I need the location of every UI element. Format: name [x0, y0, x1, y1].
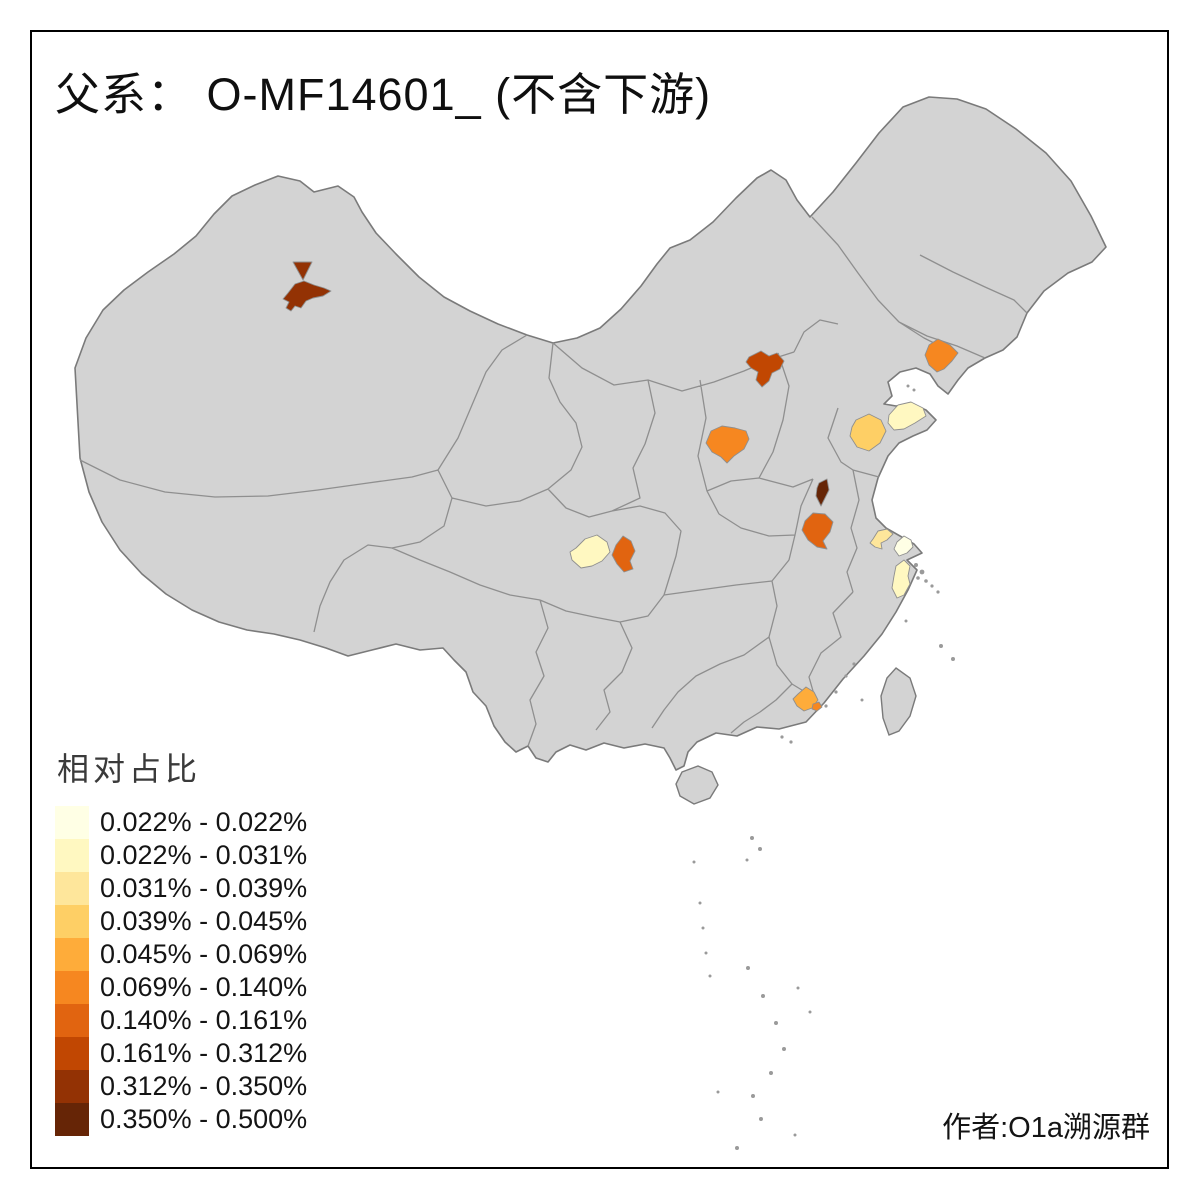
legend-swatch	[55, 971, 89, 1004]
legend-item: 0.022% - 0.031%	[55, 839, 307, 872]
map-region-central-anhui	[801, 512, 834, 550]
map-region-northern-shanxi	[745, 350, 785, 388]
legend-item: 0.140% - 0.161%	[55, 1004, 307, 1037]
province-borders	[79, 216, 1028, 747]
page-title: 父系： O-MF14601_ (不含下游)	[55, 69, 712, 120]
attribution-text: 作者:O1a溯源群	[942, 1112, 1150, 1144]
map-region-northeastern-sichuan	[611, 535, 636, 573]
map-region-southern-shanxi	[705, 425, 750, 464]
legend-swatch	[55, 1070, 89, 1103]
legend-swatch	[55, 1037, 89, 1070]
map-region-central-shandong	[849, 413, 887, 452]
legend-label: 0.312% - 0.350%	[100, 1071, 308, 1101]
legend-swatch	[55, 938, 89, 971]
map-region-southern-jiangsu	[869, 528, 894, 550]
map-region-northern-xinjiang-b	[282, 280, 332, 312]
map-region-suzhou-area	[893, 535, 914, 557]
legend-label: 0.039% - 0.045%	[100, 906, 308, 936]
map-region-northern-anhui	[815, 478, 830, 507]
legend-swatch	[55, 1004, 89, 1037]
legend-item: 0.039% - 0.045%	[55, 905, 307, 938]
legend-swatch	[55, 872, 89, 905]
map-region-shantou-area	[811, 701, 823, 712]
legend-label: 0.045% - 0.069%	[100, 939, 308, 969]
legend-swatch	[55, 905, 89, 938]
legend-label: 0.069% - 0.140%	[100, 972, 308, 1002]
legend-swatch	[55, 839, 89, 872]
map-region-northern-zhejiang	[891, 559, 911, 599]
legend-swatch	[55, 806, 89, 839]
map-region-eastern-shandong	[887, 401, 927, 431]
map-region-northern-xinjiang-a	[292, 261, 313, 281]
legend-label: 0.022% - 0.031%	[100, 840, 308, 870]
legend-item: 0.031% - 0.039%	[55, 872, 307, 905]
legend-item: 0.350% - 0.500%	[55, 1103, 307, 1136]
legend: 相对占比 0.022% - 0.022% 0.022% - 0.031% 0.0…	[55, 744, 307, 1136]
china-mainland	[74, 96, 1107, 771]
map-region-eastern-liaoning	[924, 338, 959, 373]
legend-item: 0.069% - 0.140%	[55, 971, 307, 1004]
legend-swatch	[55, 1103, 89, 1136]
legend-item: 0.022% - 0.022%	[55, 806, 307, 839]
legend-label: 0.140% - 0.161%	[100, 1005, 308, 1035]
hainan-island	[675, 765, 719, 805]
legend-title: 相对占比	[57, 751, 202, 787]
taiwan-island	[880, 667, 917, 736]
legend-label: 0.161% - 0.312%	[100, 1038, 308, 1068]
legend-item: 0.312% - 0.350%	[55, 1070, 307, 1103]
legend-item: 0.045% - 0.069%	[55, 938, 307, 971]
legend-label: 0.022% - 0.022%	[100, 807, 308, 837]
map-region-chengdu-area	[569, 534, 611, 569]
sea-islands	[692, 384, 955, 1150]
legend-item: 0.161% - 0.312%	[55, 1037, 307, 1070]
legend-label: 0.031% - 0.039%	[100, 873, 308, 903]
legend-label: 0.350% - 0.500%	[100, 1104, 308, 1134]
